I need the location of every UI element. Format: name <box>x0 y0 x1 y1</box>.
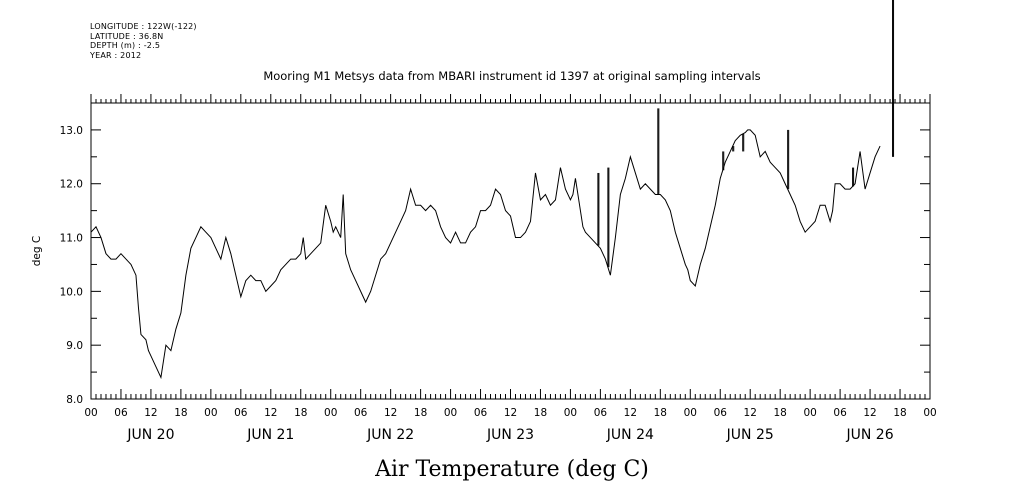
x-tick-label: 18 <box>773 407 786 419</box>
axis-ticks <box>90 94 931 400</box>
chart-title: Mooring M1 Metsys data from MBARI instru… <box>263 69 760 83</box>
series-spikes <box>597 0 895 268</box>
axis-labels: 8.0 9.0 10.0 11.0 12.0 13.0 00 06 12 18 00 06 12 18 00… <box>60 125 937 443</box>
y-tick-label: 8.0 <box>66 394 83 406</box>
x-tick-label: 12 <box>144 407 157 419</box>
x-tick-label: 18 <box>534 407 547 419</box>
x-tick-label: 18 <box>654 407 667 419</box>
y-tick-label: 9.0 <box>66 340 83 352</box>
day-label: JUN 24 <box>606 427 654 443</box>
x-tick-label: 18 <box>174 407 187 419</box>
y-tick-label: 13.0 <box>60 125 83 137</box>
day-label: JUN 23 <box>486 427 534 443</box>
x-tick-label: 18 <box>893 407 906 419</box>
longitude-text: LONGITUDE : 122W(-122) <box>90 22 197 31</box>
y-axis-label: deg C <box>31 236 43 266</box>
latitude-text: LATITUDE : 36.8N <box>90 31 164 41</box>
x-tick-label: 18 <box>294 407 307 419</box>
x-tick-label: 06 <box>833 407 847 419</box>
x-tick-label: 00 <box>564 407 577 419</box>
y-tick-label: 11.0 <box>60 233 83 245</box>
x-tick-label: 00 <box>204 407 217 419</box>
x-tick-label: 00 <box>684 407 697 419</box>
x-tick-label: 06 <box>714 407 728 419</box>
x-tick-label: 18 <box>414 407 427 419</box>
x-tick-label: 06 <box>594 407 608 419</box>
depth-text: DEPTH (m) : -2.5 <box>90 41 161 50</box>
series-line-air-temperature <box>90 129 881 380</box>
x-tick-label: 06 <box>474 407 488 419</box>
x-tick-label: 00 <box>803 407 816 419</box>
x-axis-label: Air Temperature (deg C) <box>374 457 649 482</box>
x-tick-label: 12 <box>504 407 517 419</box>
day-label: JUN 20 <box>126 427 174 443</box>
day-label: JUN 21 <box>246 427 294 443</box>
y-tick-label: 12.0 <box>60 179 83 191</box>
x-tick-label: 12 <box>384 407 397 419</box>
day-label: JUN 22 <box>366 427 414 443</box>
x-tick-label: 00 <box>444 407 457 419</box>
x-tick-label: 06 <box>234 407 248 419</box>
x-tick-label: 06 <box>114 407 128 419</box>
day-label: JUN 25 <box>726 427 774 443</box>
x-tick-label: 00 <box>923 407 936 419</box>
x-tick-label: 06 <box>354 407 368 419</box>
x-tick-label: 12 <box>264 407 277 419</box>
x-tick-label: 00 <box>84 407 97 419</box>
y-tick-label: 10.0 <box>60 286 83 298</box>
x-tick-label: 12 <box>863 407 876 419</box>
x-tick-label: 00 <box>324 407 337 419</box>
year-text: YEAR : 2012 <box>90 50 142 60</box>
day-label: JUN 26 <box>846 427 894 443</box>
x-tick-label: 12 <box>744 407 757 419</box>
x-tick-label: 12 <box>624 407 637 419</box>
metadata-block: LONGITUDE : 122W(-122) LATITUDE : 36.8N … <box>90 22 197 60</box>
